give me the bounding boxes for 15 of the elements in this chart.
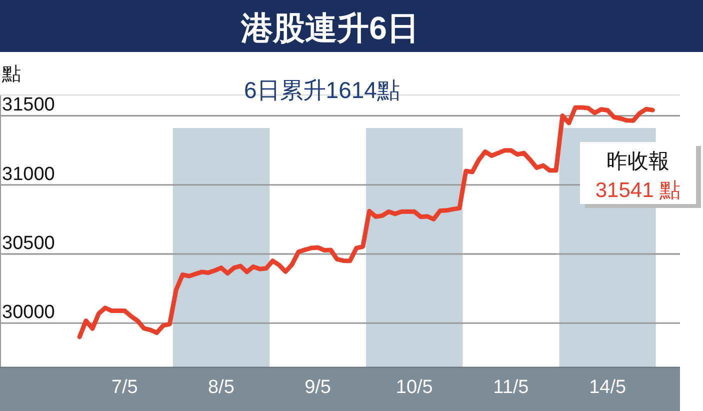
chart-subtitle: 6日累升1614點 [244,77,400,103]
annotation: 31541 點 [595,179,681,202]
y-tick-label: 31000 [2,164,55,185]
y-tick-label: 30000 [2,302,55,324]
chart-title: 港股連升6日 [240,10,419,46]
x-tick-label: 10/5 [396,377,433,398]
x-tick-label: 11/5 [493,377,529,398]
y-axis-title: 點 [1,64,21,85]
x-tick-label: 7/5 [111,377,138,398]
y-tick-label: 30500 [2,232,55,254]
annotation: 昨收報 [606,150,670,173]
x-tick-label: 9/5 [304,377,331,398]
y-tick-label: 31500 [2,94,55,116]
x-tick-label: 8/5 [208,377,234,398]
x-tick-label: 14/5 [589,377,626,398]
